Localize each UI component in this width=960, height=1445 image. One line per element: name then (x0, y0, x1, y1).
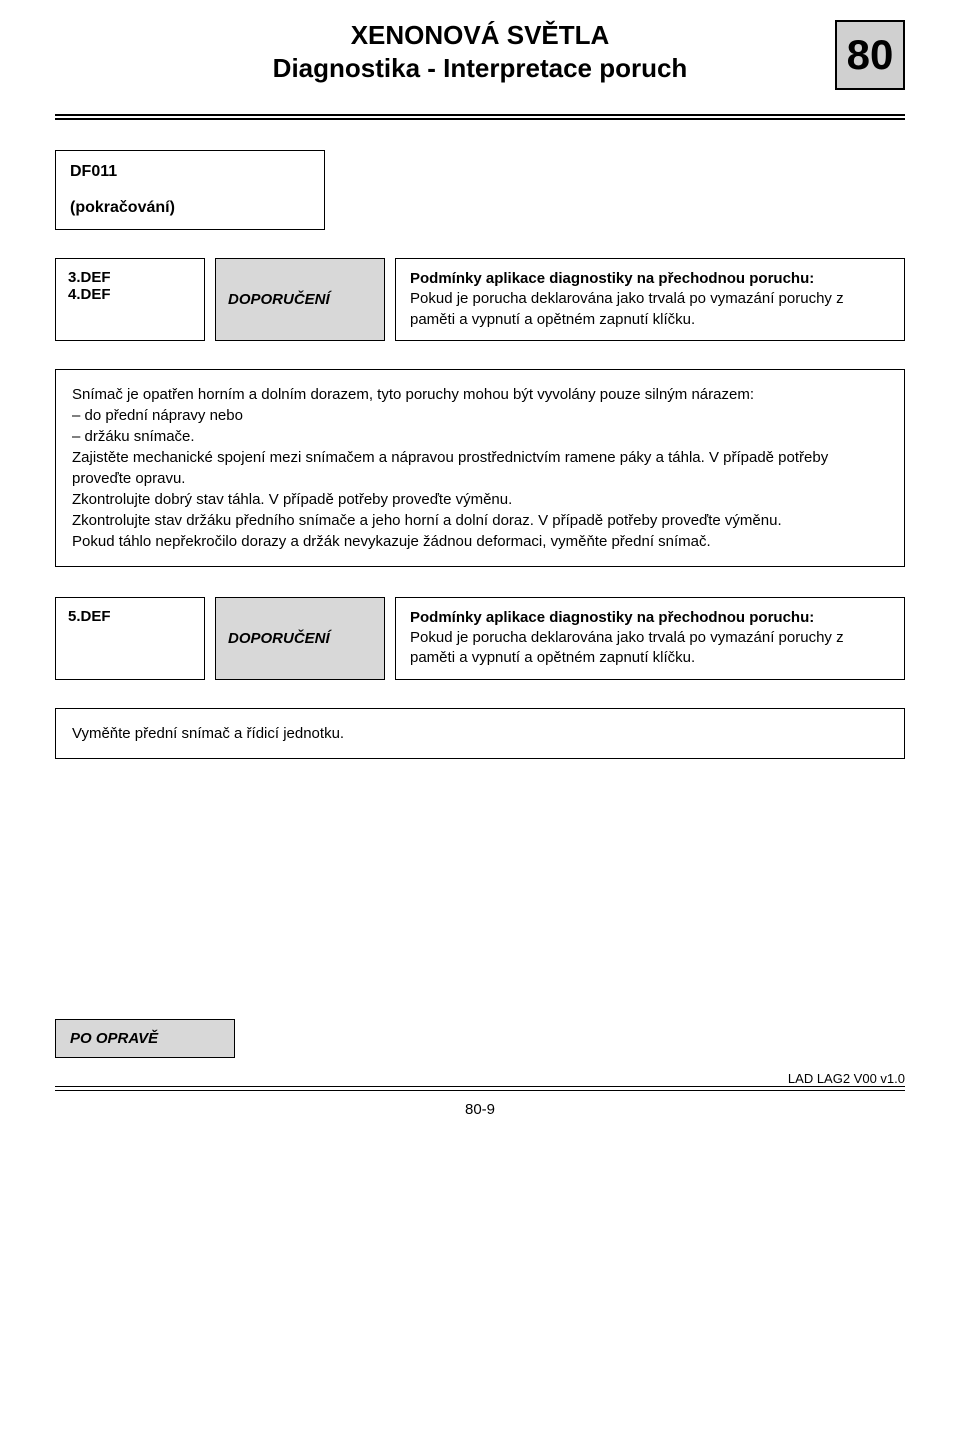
chapter-number-box: 80 (835, 20, 905, 90)
recommendation-label-2: DOPORUČENÍ (215, 597, 385, 680)
continuation-label: (pokračování) (70, 199, 310, 217)
body2-text: Vyměňte přední snímač a řídicí jednotku. (72, 723, 888, 744)
footer-line-2 (55, 1090, 905, 1091)
diagnostic-body-1: Snímač je opatřen horním a dolním doraze… (55, 369, 905, 567)
condition-title-2: Podmínky aplikace diagnostiky na přechod… (410, 609, 814, 626)
condition-title-1: Podmínky aplikace diagnostiky na přechod… (410, 270, 814, 287)
doc-title-1: XENONOVÁ SVĚTLA (55, 20, 905, 51)
doc-title-2: Diagnostika - Interpretace poruch (55, 53, 905, 84)
footer-line-1 (55, 1086, 905, 1087)
body1-p5: Zkontrolujte dobrý stav táhla. V případě… (72, 489, 888, 510)
body1-p2: – do přední nápravy nebo (72, 405, 888, 426)
fault-code-box: DF011 (pokračování) (55, 150, 325, 230)
after-repair-box: PO OPRAVĚ (55, 1019, 235, 1058)
def-codes-1: 3.DEF 4.DEF (55, 258, 205, 341)
doc-reference: LAD LAG2 V00 v1.0 (55, 1071, 905, 1086)
def-codes-2: 5.DEF (55, 597, 205, 680)
condition-body-1: Pokud je porucha deklarována jako trvalá… (410, 290, 844, 327)
condition-body-2: Pokud je porucha deklarována jako trvalá… (410, 629, 844, 666)
body1-p1: Snímač je opatřen horním a dolním doraze… (72, 384, 888, 405)
condition-text-1: Podmínky aplikace diagnostiky na přechod… (395, 258, 905, 341)
condition-text-2: Podmínky aplikace diagnostiky na přechod… (395, 597, 905, 680)
body1-p3: – držáku snímače. (72, 426, 888, 447)
recommendation-label-1: DOPORUČENÍ (215, 258, 385, 341)
body1-p7: Pokud táhlo nepřekročilo dorazy a držák … (72, 531, 888, 552)
def-code-3: 3.DEF (68, 269, 192, 286)
diagnostic-body-2: Vyměňte přední snímač a řídicí jednotku. (55, 708, 905, 759)
fault-code: DF011 (70, 163, 310, 181)
page-number: 80-9 (55, 1101, 905, 1118)
condition-block-2: 5.DEF DOPORUČENÍ Podmínky aplikace diagn… (55, 597, 905, 680)
body1-p4: Zajistěte mechanické spojení mezi snímač… (72, 447, 888, 489)
body1-p6: Zkontrolujte stav držáku předního snímač… (72, 510, 888, 531)
condition-block-1: 3.DEF 4.DEF DOPORUČENÍ Podmínky aplikace… (55, 258, 905, 341)
def-code-5: 5.DEF (68, 608, 192, 625)
def-code-4: 4.DEF (68, 286, 192, 303)
